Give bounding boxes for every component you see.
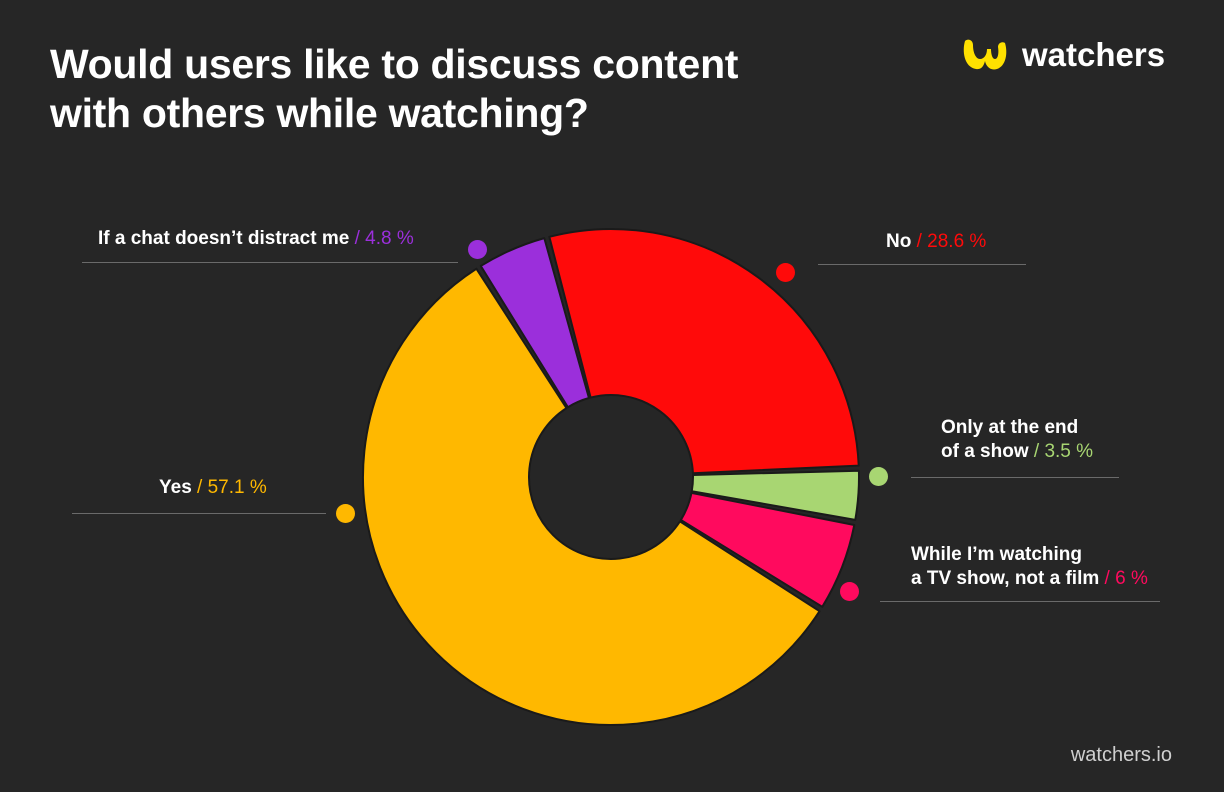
- leader-line: [818, 264, 1026, 265]
- leader-line: [72, 513, 326, 514]
- slice-only-at-the-end-of-a-show: [690, 469, 860, 521]
- slice-no: [548, 228, 860, 475]
- slice-label: If a chat doesn’t distract me: [98, 228, 350, 249]
- slice-while-i-m-watching-a-tv-show-not-a-film: [679, 491, 856, 608]
- label-yes: Yes / 57.1 %: [159, 476, 267, 500]
- chart-title: Would users like to discuss content with…: [50, 41, 739, 136]
- label-end-of-show: Only at the end of a show / 3.5 %: [941, 416, 1093, 464]
- marker-dot: [840, 582, 859, 601]
- marker-dot: [336, 504, 355, 523]
- slice-label: a TV show, not a film: [911, 568, 1100, 589]
- leader-line: [911, 477, 1119, 478]
- label-no: No / 28.6 %: [886, 230, 986, 254]
- footer-url: watchers.io: [1070, 744, 1172, 766]
- leader-line: [82, 262, 458, 263]
- slice-label: Yes: [159, 477, 192, 498]
- leader-line: [880, 601, 1160, 602]
- slice-label: No: [886, 231, 912, 252]
- marker-dot: [869, 467, 888, 486]
- slice-value: / 28.6 %: [916, 231, 987, 252]
- slice-label: While I’m watching: [911, 544, 1083, 565]
- label-tv-show: While I’m watching a TV show, not a film…: [911, 543, 1148, 591]
- slice-value: / 4.8 %: [354, 228, 414, 249]
- brand-name: watchers: [1022, 36, 1166, 73]
- watchers-logo-icon: [963, 39, 1007, 70]
- marker-dot: [468, 240, 487, 259]
- label-chat-distract: If a chat doesn’t distract me / 4.8 %: [98, 227, 414, 251]
- marker-dot: [776, 263, 795, 282]
- slice-label: Only at the end: [941, 417, 1079, 438]
- slice-value: / 3.5 %: [1033, 441, 1094, 462]
- brand-logo: watchers: [962, 36, 1165, 74]
- slice-if-a-chat-doesn-t-distract-me: [479, 237, 590, 409]
- slice-value: / 6 %: [1104, 568, 1148, 589]
- slice-value: / 57.1 %: [197, 477, 267, 498]
- slice-label: of a show: [941, 441, 1029, 462]
- slice-yes: [362, 267, 821, 726]
